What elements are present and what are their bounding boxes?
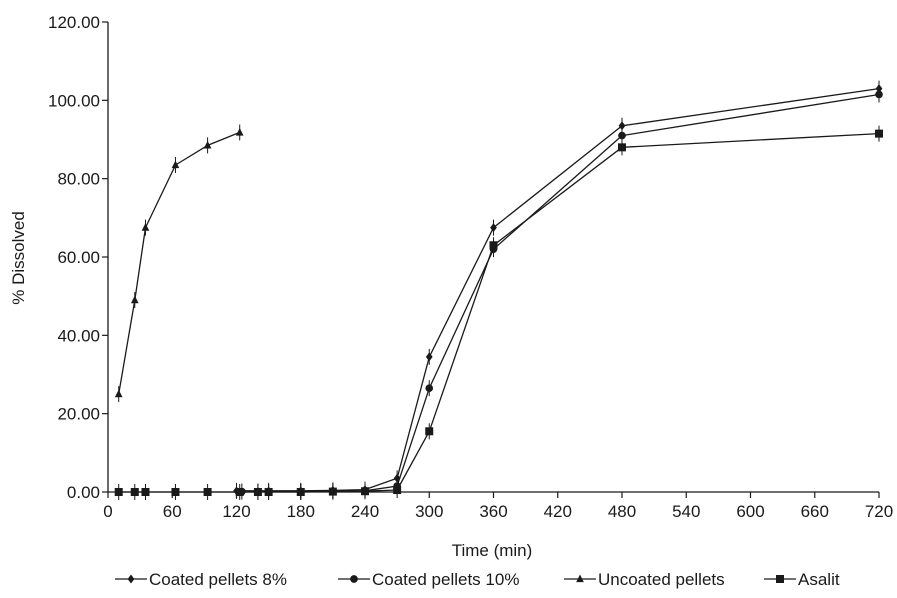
data-point-square <box>203 488 212 496</box>
data-point-triangle <box>203 140 212 149</box>
x-tick-label: 0 <box>103 502 112 521</box>
data-point-square <box>235 488 244 496</box>
x-axis-title: Time (min) <box>452 541 533 560</box>
legend-marker-diamond <box>127 574 135 584</box>
data-point-square <box>141 488 150 496</box>
x-tick-label: 120 <box>222 502 250 521</box>
x-tick-label: 60 <box>163 502 182 521</box>
y-tick-label: 0.00 <box>67 483 100 502</box>
y-tick-label: 80.00 <box>57 170 100 189</box>
x-tick-label: 240 <box>351 502 379 521</box>
data-point-square <box>875 129 883 138</box>
x-tick-label: 420 <box>544 502 572 521</box>
data-point-square <box>489 241 498 250</box>
y-tick-label: 120.00 <box>48 13 100 32</box>
y-axis-title: % Dissolved <box>9 211 28 305</box>
data-point-square <box>393 486 402 495</box>
data-point-square <box>361 487 369 496</box>
data-point-square <box>328 487 337 496</box>
legend-item: Uncoated pellets <box>564 570 725 589</box>
legend-item: Asalit <box>764 570 840 589</box>
data-point-circle <box>618 131 626 140</box>
data-point-triangle <box>235 127 244 136</box>
legend-item: Coated pellets 8% <box>115 570 287 589</box>
y-tick-label: 40.00 <box>57 326 100 345</box>
legend-label: Asalit <box>798 570 840 589</box>
legend-label: Coated pellets 8% <box>149 570 287 589</box>
x-tick-label: 480 <box>608 502 636 521</box>
data-point-triangle <box>141 223 150 231</box>
y-tick-label: 60.00 <box>57 248 100 267</box>
x-tick-label: 660 <box>801 502 829 521</box>
y-tick-label: 20.00 <box>57 405 100 424</box>
data-point-square <box>114 488 123 496</box>
data-point-diamond <box>425 352 433 362</box>
legend-marker-square <box>776 575 784 583</box>
data-point-triangle <box>171 160 180 169</box>
ticks: 0 60 120 180 240 300 360 420 480 540 600 660 720 0.00… <box>48 13 893 521</box>
data-point-square <box>618 143 626 152</box>
data-point-square <box>253 488 262 496</box>
data-point-square <box>296 488 305 496</box>
series-line-square <box>118 132 880 493</box>
data-point-circle <box>875 90 883 99</box>
series-line-diamond <box>236 87 880 492</box>
series-markers <box>114 80 883 500</box>
series-line-triangle <box>118 131 240 395</box>
x-tick-label: 720 <box>865 502 893 521</box>
x-tick-label: 600 <box>736 502 764 521</box>
data-point-diamond <box>618 121 626 131</box>
legend: Coated pellets 8% Coated pellets 10% Uncoa… <box>115 570 840 589</box>
y-tick-label: 100.00 <box>48 91 100 110</box>
data-point-square <box>264 488 273 496</box>
x-tick-label: 300 <box>415 502 443 521</box>
data-point-square <box>130 488 139 496</box>
legend-item: Coated pellets 10% <box>338 570 519 589</box>
data-point-circle <box>425 384 434 393</box>
data-point-square <box>425 427 434 436</box>
legend-marker-triangle <box>576 574 584 583</box>
legend-label: Coated pellets 10% <box>372 570 519 589</box>
x-tick-label: 180 <box>287 502 315 521</box>
data-point-triangle <box>130 295 139 304</box>
data-point-square <box>171 488 180 496</box>
series-lines <box>118 87 880 493</box>
data-point-triangle <box>114 389 123 398</box>
legend-label: Uncoated pellets <box>598 570 725 589</box>
series-line-circle <box>241 93 880 493</box>
legend-marker-circle <box>350 575 358 583</box>
x-tick-label: 540 <box>672 502 700 521</box>
data-point-diamond <box>490 223 497 233</box>
x-tick-label: 360 <box>479 502 507 521</box>
